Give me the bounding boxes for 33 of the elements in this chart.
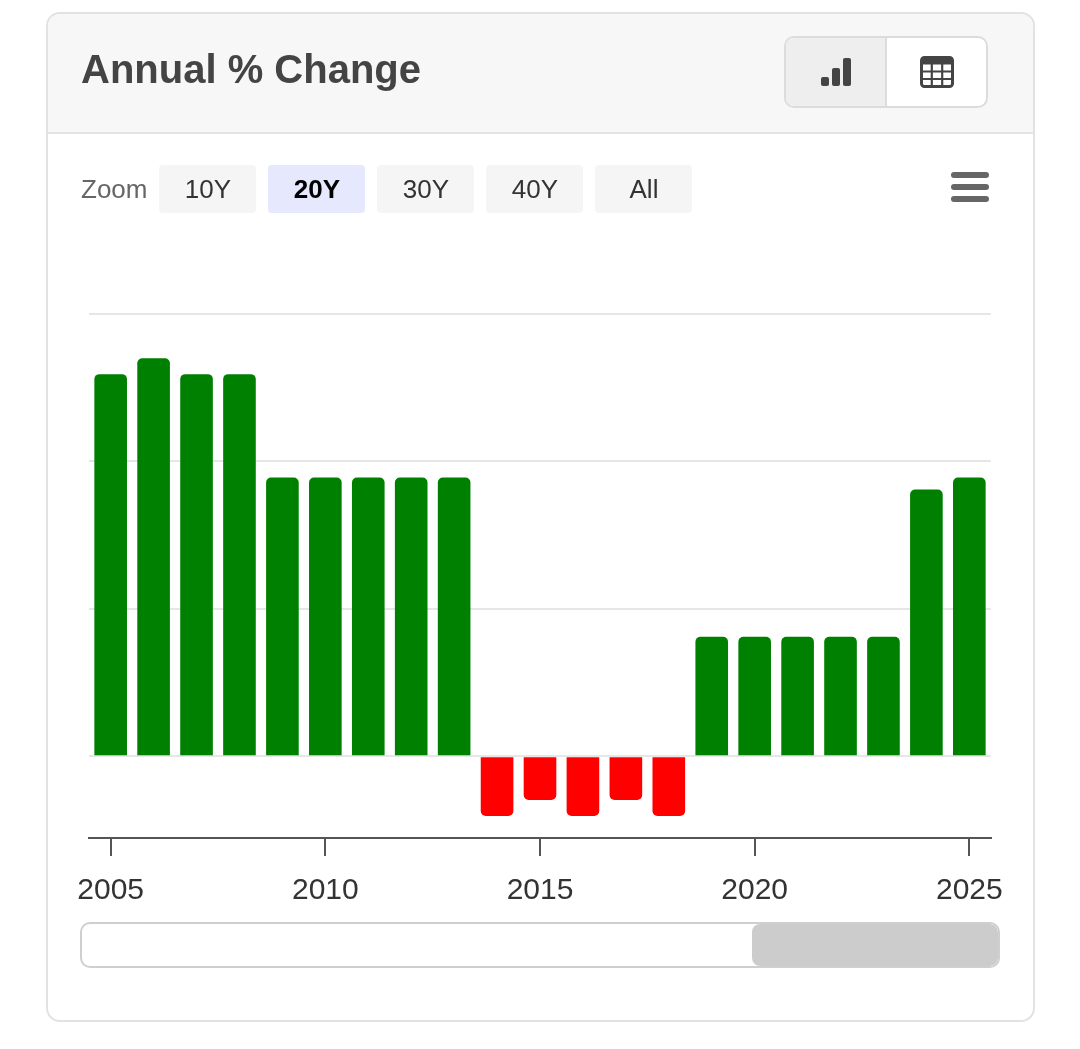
bar	[781, 636, 814, 756]
bar	[695, 636, 729, 756]
text: 10Y	[159, 165, 257, 213]
bar	[652, 757, 686, 816]
bar	[609, 757, 643, 800]
bar	[223, 374, 256, 756]
bar	[867, 636, 900, 756]
bar	[137, 358, 170, 756]
x-tick-label: 2020	[721, 872, 789, 906]
x-tick-label: 2005	[77, 872, 145, 906]
bar	[566, 757, 600, 816]
text: Zoom	[81, 173, 148, 205]
bar	[309, 477, 342, 756]
x-tick-label: 2015	[506, 872, 574, 906]
x-tick-label: 2010	[291, 872, 359, 906]
bar	[180, 374, 213, 756]
chart-title: Annual % Change	[81, 47, 422, 91]
text: 20Y	[268, 165, 366, 213]
bar	[266, 477, 299, 756]
text: 30Y	[377, 165, 475, 213]
x-tick-label: 2025	[935, 872, 1003, 906]
bar	[394, 477, 428, 756]
bar	[953, 477, 986, 756]
bar	[437, 477, 471, 756]
bar	[351, 477, 385, 756]
bar	[910, 489, 943, 756]
text: All	[595, 165, 693, 213]
bar	[94, 374, 127, 756]
bar	[523, 757, 557, 800]
bar	[480, 757, 514, 816]
bar	[738, 636, 771, 756]
text: 40Y	[486, 165, 584, 213]
bar	[824, 636, 857, 756]
